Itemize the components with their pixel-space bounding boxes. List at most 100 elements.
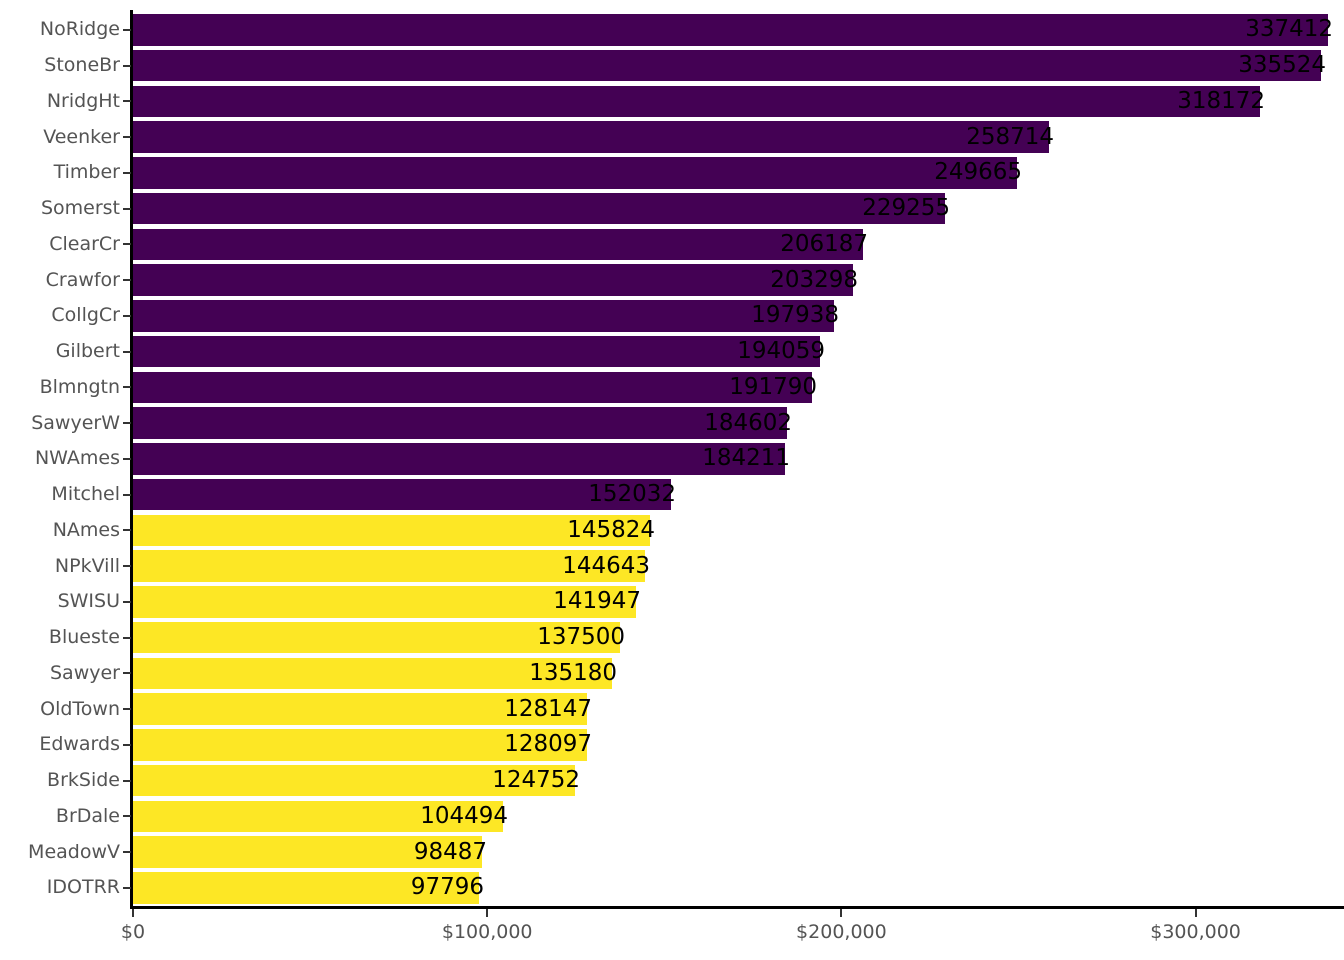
- category-label: NPkVill: [54, 554, 120, 577]
- y-tick-mark: [123, 529, 131, 532]
- bar: 249665: [133, 157, 1022, 189]
- y-tick-mark: [123, 350, 131, 353]
- y-tick-mark: [123, 743, 131, 746]
- y-tick-mark: [123, 886, 131, 889]
- x-tick-label: $100,000: [441, 921, 533, 943]
- bar-value-label: 335524: [1238, 52, 1326, 78]
- bar-value-label: 128097: [504, 731, 592, 758]
- bar: 97796: [133, 872, 484, 904]
- category-label: Blmngtn: [39, 375, 120, 398]
- bar: 144643: [133, 550, 650, 582]
- y-tick-mark: [123, 28, 131, 31]
- bar: 184602: [133, 407, 792, 439]
- bar-value-label: 145824: [567, 516, 655, 543]
- bar: 98487: [133, 836, 487, 868]
- category-label: NAmes: [52, 518, 120, 541]
- x-tick-label: $300,000: [1150, 921, 1241, 943]
- bar-value-label: 135180: [529, 659, 617, 686]
- category-label: Edwards: [39, 733, 120, 756]
- category-label: SawyerW: [31, 411, 120, 434]
- bar: 197938: [133, 300, 839, 332]
- bar: 194059: [133, 335, 825, 368]
- y-tick-mark: [123, 422, 131, 425]
- bar-value-label: 141947: [553, 588, 641, 615]
- category-label: Crawfor: [45, 268, 120, 291]
- y-tick-mark: [123, 279, 131, 282]
- x-tick-mark: [132, 909, 134, 917]
- category-label: NoRidge: [39, 18, 120, 41]
- bar: 318172: [133, 85, 1265, 118]
- y-tick-mark: [123, 672, 131, 675]
- y-tick-mark: [123, 314, 131, 317]
- category-label: Gilbert: [55, 340, 120, 363]
- category-label: StoneBr: [44, 54, 120, 76]
- y-tick-mark: [123, 136, 131, 139]
- y-tick-mark: [123, 457, 131, 460]
- y-tick-mark: [123, 207, 131, 210]
- bar-value-label: 98487: [413, 838, 487, 865]
- category-label: BrDale: [55, 804, 120, 827]
- bar-value-label: 229255: [862, 195, 950, 222]
- y-tick-mark: [123, 779, 131, 782]
- bar-value-label: 152032: [588, 481, 676, 508]
- bar-value-label: 318172: [1177, 87, 1265, 114]
- category-label: ClearCr: [49, 232, 120, 255]
- y-tick-mark: [123, 565, 131, 568]
- category-label: Sawyer: [50, 661, 120, 684]
- bar: 152032: [133, 478, 676, 511]
- category-label: MeadowV: [28, 840, 120, 863]
- bar: 124752: [133, 764, 580, 797]
- y-tick-mark: [123, 386, 131, 389]
- y-tick-mark: [123, 493, 131, 496]
- y-tick-mark: [123, 851, 131, 854]
- bar: 137500: [133, 621, 625, 654]
- bar-value-label: 194059: [737, 338, 825, 365]
- bar: 128147: [133, 693, 592, 725]
- y-tick-mark: [123, 815, 131, 818]
- bar: 337412: [133, 14, 1333, 46]
- bar-value-label: 203298: [770, 266, 858, 293]
- bar-value-label: 184602: [704, 409, 792, 436]
- bar-value-label: 206187: [780, 230, 868, 257]
- bar: 145824: [133, 514, 655, 547]
- category-label: SWISU: [57, 590, 120, 613]
- bar-value-label: 128147: [504, 695, 592, 722]
- category-label: Mitchel: [51, 483, 120, 506]
- bar: 206187: [133, 228, 868, 261]
- y-tick-mark: [123, 100, 131, 103]
- x-axis-line: [130, 906, 1344, 909]
- y-tick-mark: [123, 636, 131, 639]
- bar-value-label: 144643: [562, 552, 650, 579]
- bar: 191790: [133, 371, 817, 404]
- y-tick-mark: [123, 64, 131, 67]
- y-tick-mark: [123, 708, 131, 711]
- x-tick-mark: [1194, 909, 1197, 917]
- bar-value-label: 184211: [702, 445, 790, 472]
- x-tick-mark: [486, 909, 489, 917]
- bar-value-label: 249665: [934, 159, 1022, 186]
- bar: 135180: [133, 657, 617, 690]
- bar-value-label: 97796: [410, 874, 484, 901]
- y-tick-mark: [123, 600, 131, 603]
- bar: 258714: [133, 121, 1054, 153]
- category-label: OldTown: [40, 697, 120, 720]
- category-label: CollgCr: [51, 304, 120, 327]
- x-tick-label: $0: [120, 921, 146, 943]
- x-tick-label: $200,000: [796, 921, 887, 943]
- bar: 141947: [133, 586, 641, 618]
- bar-value-label: 191790: [729, 373, 817, 400]
- category-label: Blueste: [48, 626, 120, 649]
- y-tick-mark: [123, 243, 131, 246]
- category-label: Timber: [53, 161, 120, 184]
- bar: 229255: [133, 192, 950, 225]
- y-tick-mark: [123, 171, 131, 174]
- bar: 104494: [133, 800, 508, 833]
- bar-value-label: 137500: [537, 624, 625, 651]
- bar-value-label: 124752: [492, 767, 580, 794]
- category-label: Veenker: [43, 125, 120, 148]
- bar-value-label: 104494: [420, 802, 508, 829]
- category-label: IDOTRR: [46, 876, 120, 899]
- category-label: Somerst: [40, 197, 120, 220]
- category-label: NridgHt: [46, 89, 120, 112]
